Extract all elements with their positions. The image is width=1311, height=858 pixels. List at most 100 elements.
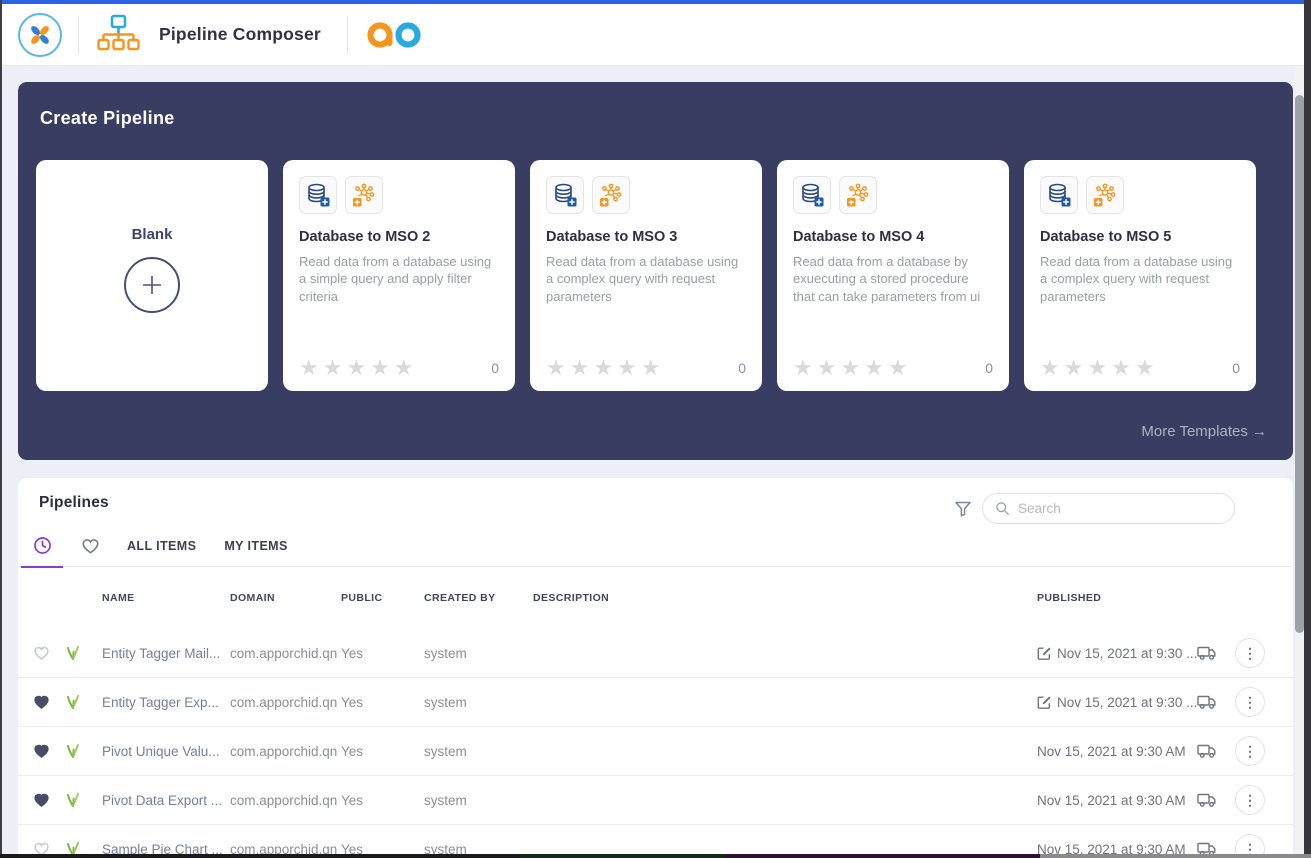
row-menu-button[interactable]: ⋮	[1235, 785, 1265, 815]
pipeline-domain: com.apporchid.qn	[230, 694, 338, 710]
row-menu-button[interactable]: ⋮	[1235, 638, 1265, 668]
pipeline-created-by: system	[424, 743, 467, 759]
table-row[interactable]: Entity Tagger Mail... com.apporchid.qn Y…	[18, 629, 1293, 678]
window-top-border	[0, 0, 1311, 4]
filter-icon[interactable]	[953, 499, 973, 524]
template-title: Database to MSO 5	[1040, 229, 1172, 245]
ao-brand-logo	[366, 18, 424, 52]
blank-pipeline-card[interactable]: Blank	[36, 160, 268, 391]
tab-favorites[interactable]	[66, 525, 114, 567]
pipeline-public: Yes	[341, 694, 364, 710]
rating-stars[interactable]: ★★★★★	[546, 355, 665, 380]
window-left-border	[0, 0, 2, 858]
column-description: DESCRIPTION	[533, 592, 610, 604]
table-row[interactable]: Sample Pie Chart ... com.apporchid.qn Ye…	[18, 825, 1293, 858]
edited-icon	[1037, 695, 1052, 710]
pipeline-name-link[interactable]: Entity Tagger Mail...	[102, 645, 221, 661]
pipelines-search	[982, 493, 1235, 524]
rating-stars[interactable]: ★★★★★	[793, 355, 912, 380]
row-menu-button[interactable]: ⋮	[1235, 687, 1265, 717]
page-scrollbar[interactable]	[1295, 66, 1304, 854]
tab-recent[interactable]	[18, 525, 66, 568]
pipelines-title: Pipelines	[39, 494, 109, 511]
pipeline-published: Nov 15, 2021 at 9:30 AM	[1037, 792, 1186, 808]
header-divider	[346, 15, 348, 54]
rating-count: 0	[738, 360, 746, 376]
column-public: PUBLIC	[341, 592, 383, 604]
app-header: Pipeline Composer	[2, 4, 1304, 66]
template-title: Database to MSO 2	[299, 229, 431, 245]
create-pipeline-section: Create Pipeline Blank	[18, 82, 1293, 460]
pipeline-created-by: system	[424, 694, 467, 710]
pinwheel-icon	[31, 25, 49, 44]
pipeline-domain: com.apporchid.qn	[230, 841, 338, 857]
pipeline-domain: com.apporchid.qn	[230, 792, 338, 808]
window-bottom-border	[0, 854, 1311, 858]
table-row[interactable]: Pivot Unique Valu... com.apporchid.qn Ye…	[18, 727, 1293, 776]
pipeline-type-icon	[64, 645, 82, 662]
column-domain: DOMAIN	[230, 592, 275, 604]
rating-count: 0	[1232, 360, 1240, 376]
table-header: NAME DOMAIN PUBLIC CREATED BY DESCRIPTIO…	[18, 567, 1293, 629]
pipeline-name-link[interactable]: Sample Pie Chart ...	[102, 841, 223, 857]
template-card[interactable]: Database to MSO 4 Read data from a datab…	[777, 160, 1009, 391]
heart-icon	[81, 538, 99, 554]
pipelines-search-input[interactable]	[1018, 501, 1222, 516]
pipeline-domain: com.apporchid.qn	[230, 743, 338, 759]
template-card[interactable]: Database to MSO 3 Read data from a datab…	[530, 160, 762, 391]
database-icon	[299, 176, 337, 214]
favorite-toggle[interactable]	[33, 645, 50, 661]
deploy-truck-icon[interactable]	[1196, 645, 1218, 661]
database-icon	[793, 176, 831, 214]
template-card[interactable]: Database to MSO 2 Read data from a datab…	[283, 160, 515, 391]
deploy-truck-icon[interactable]	[1196, 792, 1218, 808]
blank-card-label: Blank	[131, 226, 173, 243]
network-icon	[1086, 176, 1124, 214]
row-menu-button[interactable]: ⋮	[1235, 834, 1265, 858]
favorite-toggle[interactable]	[33, 743, 50, 759]
more-templates-link[interactable]: More Templates →	[1141, 423, 1267, 440]
deploy-truck-icon[interactable]	[1196, 694, 1218, 710]
pipeline-type-icon	[64, 743, 82, 760]
tab-all-items[interactable]: ALL ITEMS	[127, 538, 197, 553]
column-created-by: CREATED BY	[424, 592, 496, 604]
pipeline-created-by: system	[424, 645, 467, 661]
create-pipeline-title: Create Pipeline	[40, 108, 175, 128]
pipeline-created-by: system	[424, 841, 467, 857]
tab-my-items[interactable]: MY ITEMS	[224, 538, 288, 553]
pipeline-published: Nov 15, 2021 at 9:30 AM	[1037, 743, 1186, 759]
pipeline-domain: com.apporchid.qn	[230, 645, 338, 661]
pipeline-type-icon	[64, 694, 82, 711]
pipeline-name-link[interactable]: Entity Tagger Exp...	[102, 694, 219, 710]
rating-stars[interactable]: ★★★★★	[299, 355, 418, 380]
template-description: Read data from a database using a simple…	[299, 254, 492, 304]
company-logo[interactable]	[18, 12, 62, 57]
template-card[interactable]: Database to MSO 5 Read data from a datab…	[1024, 160, 1256, 391]
pipeline-published: Nov 15, 2021 at 9:30 ...	[1037, 646, 1197, 661]
scrollbar-thumb[interactable]	[1295, 95, 1304, 633]
row-menu-button[interactable]: ⋮	[1235, 736, 1265, 766]
pipeline-published: Nov 15, 2021 at 9:30 ...	[1037, 695, 1197, 710]
favorite-toggle[interactable]	[33, 792, 50, 808]
favorite-toggle[interactable]	[33, 694, 50, 710]
network-icon	[592, 176, 630, 214]
pipeline-published: Nov 15, 2021 at 9:30 AM	[1037, 841, 1186, 857]
pipeline-type-icon	[64, 841, 82, 858]
pipeline-public: Yes	[341, 743, 364, 759]
table-row[interactable]: Pivot Data Export ... com.apporchid.qn Y…	[18, 776, 1293, 825]
pipeline-name-link[interactable]: Pivot Data Export ...	[102, 792, 223, 808]
template-description: Read data from a database using a comple…	[1040, 254, 1233, 304]
edited-icon	[1037, 646, 1052, 661]
deploy-truck-icon[interactable]	[1196, 743, 1218, 759]
template-title: Database to MSO 4	[793, 229, 925, 245]
pipelines-table-body: Entity Tagger Mail... com.apporchid.qn Y…	[18, 629, 1293, 858]
pipeline-name-link[interactable]: Pivot Unique Valu...	[102, 743, 220, 759]
column-name: NAME	[102, 592, 135, 604]
table-row[interactable]: Entity Tagger Exp... com.apporchid.qn Ye…	[18, 678, 1293, 727]
favorite-toggle[interactable]	[33, 841, 50, 857]
pipeline-public: Yes	[341, 645, 364, 661]
add-pipeline-button[interactable]	[124, 257, 180, 313]
rating-stars[interactable]: ★★★★★	[1040, 355, 1159, 380]
pipeline-created-by: system	[424, 792, 467, 808]
template-description: Read data from a database using a comple…	[546, 254, 739, 304]
